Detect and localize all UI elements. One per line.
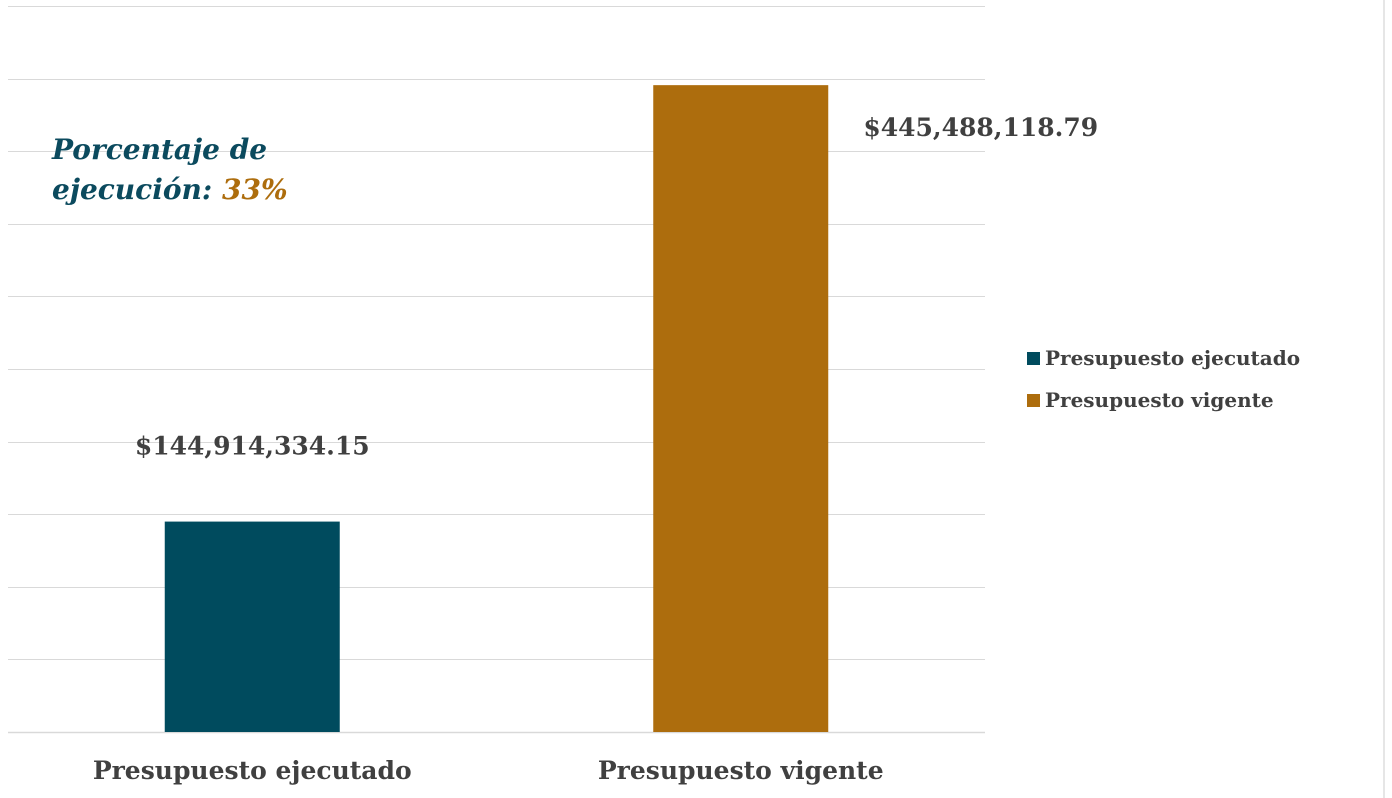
annotation-text: ejecución: (52, 173, 213, 206)
annotation-line-1: Porcentaje de (52, 133, 268, 166)
legend-swatch-vigente (1027, 393, 1040, 407)
category-labels: Presupuesto ejecutado Presupuesto vigente (93, 756, 884, 785)
execution-percentage-annotation: Porcentaje de ejecución: 33% (52, 130, 288, 210)
bar-vigente (653, 85, 829, 733)
data-label-ejecutado: $144,914,334.15 (135, 432, 370, 461)
legend-swatch-ejecutado (1027, 351, 1040, 365)
gridlines (8, 6, 985, 734)
category-label-ejecutado: Presupuesto ejecutado (93, 756, 412, 785)
annotation-line-2: ejecución: 33% (52, 170, 288, 210)
data-label-vigente: $445,488,118.79 (863, 113, 1098, 142)
chart-legend: Presupuesto ejecutado Presupuesto vigent… (1027, 345, 1300, 429)
legend-label-ejecutado: Presupuesto ejecutado (1045, 346, 1301, 370)
legend-item-vigente: Presupuesto vigente (1027, 387, 1300, 413)
category-label-vigente: Presupuesto vigente (598, 756, 884, 785)
legend-item-ejecutado: Presupuesto ejecutado (1027, 345, 1300, 371)
right-border (1383, 0, 1385, 798)
bars (164, 85, 829, 733)
legend-label-vigente: Presupuesto vigente (1045, 388, 1274, 412)
bar-ejecutado (164, 521, 340, 732)
data-labels: $144,914,334.15 $445,488,118.79 (135, 113, 1098, 460)
annotation-percentage-value: 33% (221, 173, 288, 206)
